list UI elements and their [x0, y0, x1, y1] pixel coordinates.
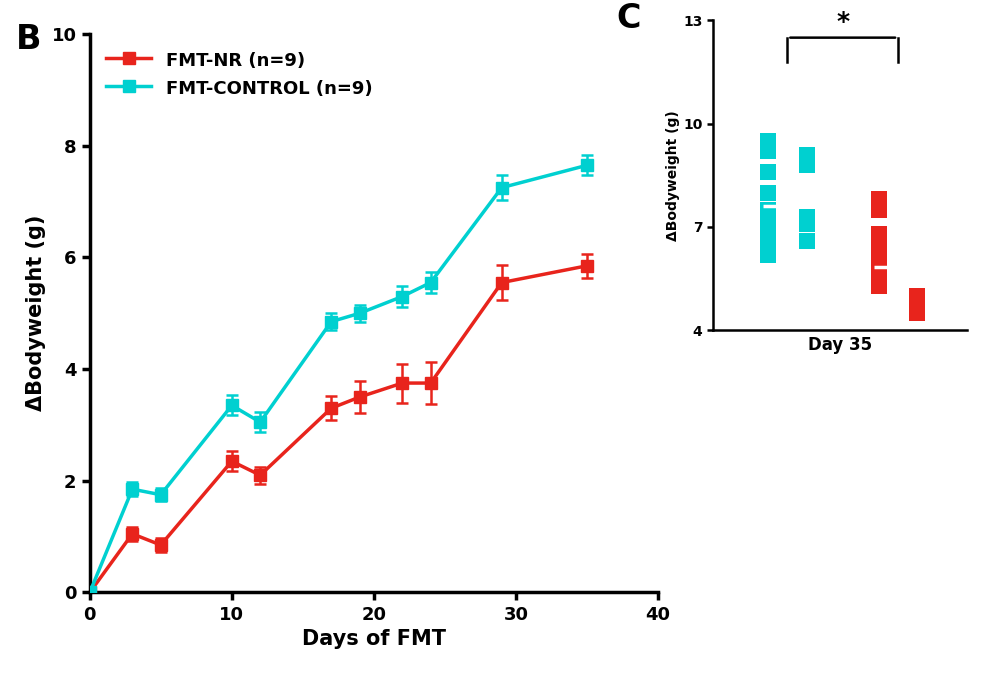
Point [799, 236, 815, 247]
Y-axis label: ΔBodyweight (g): ΔBodyweight (g) [666, 110, 680, 240]
Point [870, 239, 886, 250]
Point [870, 253, 886, 264]
X-axis label: Days of FMT: Days of FMT [302, 629, 446, 649]
Point [909, 290, 925, 301]
Legend: FMT-NR (n=9), FMT-CONTROL (n=9): FMT-NR (n=9), FMT-CONTROL (n=9) [99, 43, 380, 106]
Text: C: C [616, 2, 641, 35]
Point [870, 204, 886, 215]
Point [760, 249, 776, 260]
Point [760, 136, 776, 146]
Point [870, 246, 886, 257]
Point [799, 218, 815, 229]
Point [799, 159, 815, 170]
Point [760, 166, 776, 177]
Point [799, 211, 815, 222]
Y-axis label: ΔBodyweight (g): ΔBodyweight (g) [26, 215, 46, 411]
Point [760, 204, 776, 215]
Point [760, 146, 776, 157]
Point [870, 263, 886, 274]
Point [909, 301, 925, 312]
Text: *: * [836, 10, 849, 34]
Point [760, 228, 776, 239]
Point [760, 239, 776, 250]
Point [870, 280, 886, 291]
Point [760, 187, 776, 198]
Point [909, 308, 925, 319]
Point [799, 149, 815, 160]
Point [909, 298, 925, 308]
Point [870, 228, 886, 239]
Point [760, 215, 776, 225]
Point [870, 270, 886, 281]
X-axis label: Day 35: Day 35 [808, 336, 872, 354]
Point [870, 194, 886, 205]
Text: B: B [16, 23, 41, 56]
